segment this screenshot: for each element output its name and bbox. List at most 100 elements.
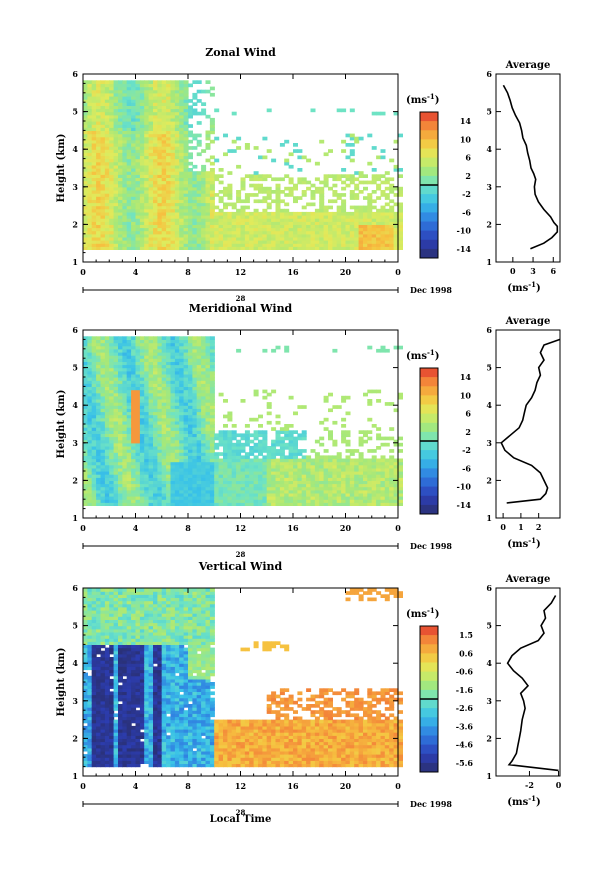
heatmap-cell <box>109 352 115 356</box>
heatmap-cell <box>293 411 298 416</box>
heatmap-cell <box>139 380 145 384</box>
heatmap-cell <box>148 183 154 188</box>
heatmap-cell <box>91 452 97 456</box>
heatmap-cell <box>314 240 320 244</box>
heatmap-cell <box>166 364 172 369</box>
heatmap-cell <box>131 358 137 362</box>
heatmap-cell <box>183 486 189 491</box>
heatmap-cell <box>135 180 141 185</box>
heatmap-cell <box>174 467 180 472</box>
heatmap-cell <box>96 146 102 150</box>
heatmap-cell <box>345 502 351 506</box>
heatmap-cell <box>91 348 97 353</box>
heatmap-cell <box>118 458 123 463</box>
heatmap-cell <box>310 233 316 238</box>
heatmap-cell <box>371 480 377 485</box>
heatmap-cell <box>135 499 141 503</box>
heatmap-cell <box>367 180 373 185</box>
heatmap-cell <box>87 218 93 222</box>
heatmap-cell <box>104 108 110 113</box>
heatmap-cell <box>380 218 386 222</box>
heatmap-cell <box>376 215 382 219</box>
heatmap-cell <box>174 149 180 153</box>
heatmap-cell <box>253 243 259 247</box>
heatmap-cell <box>209 483 215 488</box>
heatmap-cell <box>91 111 97 116</box>
heatmap-cell <box>271 452 277 456</box>
heatmap-cell <box>341 486 347 491</box>
heatmap-cell <box>179 233 185 238</box>
heatmap-cell <box>139 439 145 444</box>
heatmap-cell <box>104 99 110 103</box>
heatmap-cell <box>174 399 180 403</box>
heatmap-cell <box>349 224 355 229</box>
heatmap-cell <box>118 414 123 419</box>
heatmap-cell <box>218 489 224 494</box>
heatmap-cell <box>240 458 246 463</box>
heatmap-cell <box>376 177 382 182</box>
heatmap-cell <box>109 171 115 175</box>
heatmap-cell <box>135 190 141 194</box>
heatmap-cell <box>179 246 185 250</box>
heatmap-cell <box>83 373 88 378</box>
heatmap-cell <box>144 177 150 182</box>
heatmap-cell <box>91 221 97 225</box>
heatmap-cell <box>118 411 123 416</box>
heatmap-cell <box>306 218 312 222</box>
heatmap-cell <box>126 193 132 197</box>
heatmap-cell <box>310 236 316 241</box>
heatmap-cell <box>328 233 333 238</box>
heatmap-cell <box>83 180 88 185</box>
heatmap-cell <box>144 420 150 425</box>
heatmap-cell <box>122 455 128 460</box>
heatmap-cell <box>266 452 272 456</box>
heatmap-cell <box>170 243 176 247</box>
heatmap-cell <box>183 502 189 506</box>
heatmap-cell <box>139 105 145 110</box>
heatmap-cell <box>275 345 281 350</box>
heatmap-cell <box>314 496 320 500</box>
heatmap-cell <box>126 246 132 250</box>
heatmap-cell <box>223 193 228 197</box>
heatmap-cell <box>91 161 97 166</box>
heatmap-cell <box>170 380 176 384</box>
heatmap-cell <box>183 492 189 497</box>
heatmap-cell <box>266 411 272 416</box>
heatmap-cell <box>174 83 180 88</box>
heatmap-cell <box>122 152 128 157</box>
heatmap-cell <box>310 483 316 488</box>
heatmap-cell <box>188 433 193 438</box>
heatmap-cell <box>113 336 119 340</box>
heatmap-cell <box>174 158 180 163</box>
heatmap-cell <box>118 233 123 238</box>
heatmap-cell <box>100 190 106 194</box>
heatmap-cell <box>341 395 347 400</box>
heatmap-cell <box>104 420 110 425</box>
heatmap-cell <box>227 496 233 500</box>
heatmap-cell <box>183 446 189 450</box>
heatmap-cell <box>122 89 128 94</box>
heatmap-cell <box>83 377 88 381</box>
heatmap-cell <box>253 471 259 475</box>
heatmap-cell <box>376 458 382 463</box>
heatmap-cell <box>231 243 237 247</box>
heatmap-cell <box>384 202 390 207</box>
heatmap-cell <box>275 452 281 456</box>
heatmap-cell <box>345 246 351 250</box>
heatmap-cell <box>104 402 110 406</box>
heatmap-cell <box>188 370 193 375</box>
heatmap-cell <box>358 205 364 210</box>
heatmap-cell <box>109 452 115 456</box>
heatmap-cell <box>393 218 399 222</box>
heatmap-cell <box>109 117 115 122</box>
heatmap-cell <box>174 121 180 125</box>
heatmap-cell <box>301 480 307 485</box>
heatmap-cell <box>188 230 193 235</box>
heatmap-cell <box>398 205 403 210</box>
heatmap-cell <box>393 211 399 216</box>
heatmap-cell <box>258 183 263 188</box>
heatmap-cell <box>139 230 145 235</box>
heatmap-cell <box>113 99 119 103</box>
heatmap-cell <box>288 483 294 488</box>
heatmap-cell <box>398 208 403 213</box>
